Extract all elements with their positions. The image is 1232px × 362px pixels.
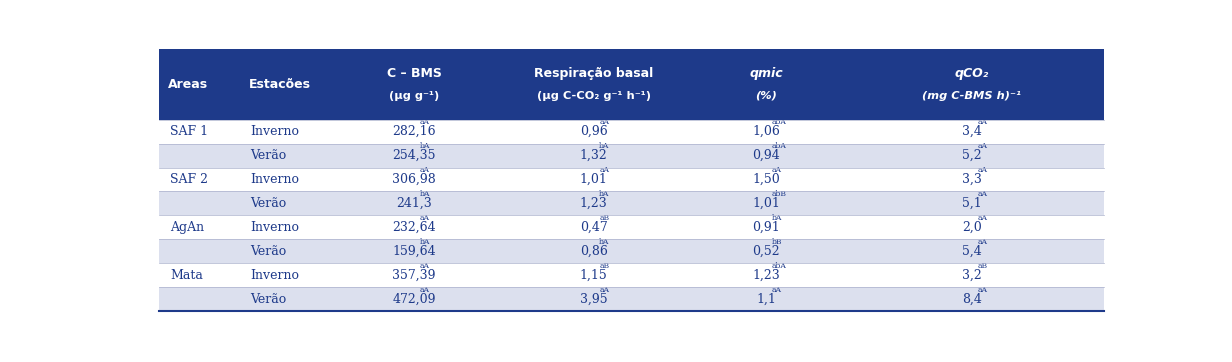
Text: 3,2: 3,2 <box>962 269 982 282</box>
Text: qmic: qmic <box>749 67 782 80</box>
Text: bA: bA <box>420 190 430 198</box>
Text: aA: aA <box>977 142 987 150</box>
Text: aB: aB <box>599 262 610 270</box>
Text: Inverno: Inverno <box>250 173 299 186</box>
Text: 1,32: 1,32 <box>580 149 607 162</box>
Text: 306,98: 306,98 <box>392 173 436 186</box>
Text: 1,23: 1,23 <box>753 269 780 282</box>
Text: 472,09: 472,09 <box>392 292 436 306</box>
Text: 241,3: 241,3 <box>397 197 432 210</box>
Text: Inverno: Inverno <box>250 125 299 138</box>
Text: 5,2: 5,2 <box>962 149 982 162</box>
Text: aB: aB <box>599 214 610 222</box>
Text: 232,64: 232,64 <box>392 221 436 234</box>
Text: SAF 2: SAF 2 <box>170 173 208 186</box>
Text: Verão: Verão <box>250 245 287 258</box>
Text: Areas: Areas <box>169 78 208 91</box>
Text: aA: aA <box>977 214 987 222</box>
Text: Estacões: Estacões <box>249 78 310 91</box>
Bar <box>159 215 1104 239</box>
Bar <box>159 120 1104 144</box>
Text: Verão: Verão <box>250 149 287 162</box>
Bar <box>159 49 1104 120</box>
Text: aA: aA <box>599 166 609 174</box>
Text: aA: aA <box>977 190 987 198</box>
Text: aA: aA <box>977 118 987 126</box>
Text: bA: bA <box>771 214 782 222</box>
Text: 1,50: 1,50 <box>753 173 780 186</box>
Text: 5,4: 5,4 <box>962 245 982 258</box>
Text: 8,4: 8,4 <box>962 292 982 306</box>
Text: 1,1: 1,1 <box>756 292 776 306</box>
Bar <box>159 287 1104 311</box>
Text: 1,06: 1,06 <box>753 125 780 138</box>
Bar <box>159 144 1104 168</box>
Text: C – BMS: C – BMS <box>387 67 441 80</box>
Text: 1,01: 1,01 <box>753 197 780 210</box>
Text: 254,35: 254,35 <box>392 149 436 162</box>
Text: (μg C-CO₂ g⁻¹ h⁻¹): (μg C-CO₂ g⁻¹ h⁻¹) <box>537 91 650 101</box>
Text: abA: abA <box>771 142 786 150</box>
Text: aA: aA <box>599 118 609 126</box>
Text: 3,95: 3,95 <box>580 292 607 306</box>
Text: bA: bA <box>420 238 430 246</box>
Text: SAF 1: SAF 1 <box>170 125 208 138</box>
Bar <box>159 263 1104 287</box>
Text: Respiração basal: Respiração basal <box>533 67 653 80</box>
Text: 0,94: 0,94 <box>753 149 780 162</box>
Text: AgAn: AgAn <box>170 221 205 234</box>
Text: (mg C-BMS h)⁻¹: (mg C-BMS h)⁻¹ <box>923 91 1021 101</box>
Text: 3,4: 3,4 <box>962 125 982 138</box>
Text: Verão: Verão <box>250 197 287 210</box>
Text: 0,96: 0,96 <box>580 125 607 138</box>
Text: 1,23: 1,23 <box>580 197 607 210</box>
Text: 1,15: 1,15 <box>580 269 607 282</box>
Text: bB: bB <box>771 238 782 246</box>
Text: aA: aA <box>420 118 430 126</box>
Bar <box>159 239 1104 263</box>
Text: 0,86: 0,86 <box>579 245 607 258</box>
Text: bA: bA <box>599 190 610 198</box>
Text: 2,0: 2,0 <box>962 221 982 234</box>
Text: aA: aA <box>420 214 430 222</box>
Text: bA: bA <box>420 142 430 150</box>
Text: aA: aA <box>977 286 987 294</box>
Text: 0,47: 0,47 <box>580 221 607 234</box>
Text: bA: bA <box>599 238 610 246</box>
Text: 282,16: 282,16 <box>392 125 436 138</box>
Text: 0,52: 0,52 <box>753 245 780 258</box>
Text: aA: aA <box>977 238 987 246</box>
Text: qCO₂: qCO₂ <box>955 67 989 80</box>
Text: 159,64: 159,64 <box>392 245 436 258</box>
Text: aA: aA <box>420 262 430 270</box>
Text: Mata: Mata <box>170 269 203 282</box>
Text: 1,01: 1,01 <box>579 173 607 186</box>
Text: aA: aA <box>977 166 987 174</box>
Text: aA: aA <box>420 166 430 174</box>
Text: abA: abA <box>771 118 786 126</box>
Text: Inverno: Inverno <box>250 221 299 234</box>
Text: abB: abB <box>771 190 787 198</box>
Text: aA: aA <box>771 286 781 294</box>
Text: 357,39: 357,39 <box>392 269 436 282</box>
Text: aA: aA <box>771 166 781 174</box>
Text: (%): (%) <box>755 91 777 101</box>
Text: Inverno: Inverno <box>250 269 299 282</box>
Text: aA: aA <box>420 286 430 294</box>
Text: aA: aA <box>599 286 609 294</box>
Text: 0,91: 0,91 <box>753 221 780 234</box>
Text: (μg g⁻¹): (μg g⁻¹) <box>389 91 439 101</box>
Text: 3,3: 3,3 <box>962 173 982 186</box>
Text: bA: bA <box>599 142 610 150</box>
Text: 5,1: 5,1 <box>962 197 982 210</box>
Text: Verão: Verão <box>250 292 287 306</box>
Bar <box>159 191 1104 215</box>
Text: abA: abA <box>771 262 786 270</box>
Bar <box>159 168 1104 191</box>
Text: aB: aB <box>977 262 987 270</box>
